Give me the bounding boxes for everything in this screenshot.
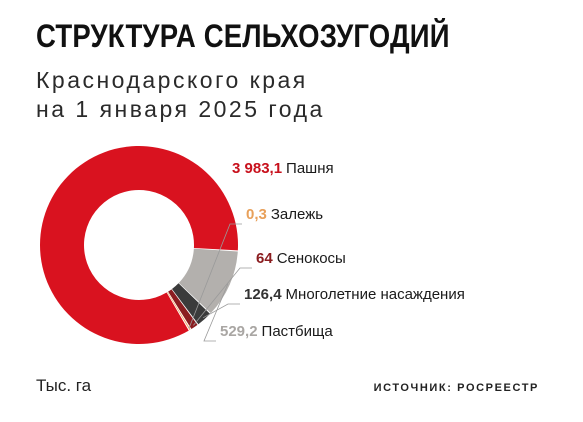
donut-slices <box>39 145 238 344</box>
leader-line-1 <box>209 175 228 178</box>
slice-name-1: Пашня <box>286 160 334 177</box>
leader-lines <box>188 175 252 342</box>
slice-value-2: 0,3 <box>246 206 267 223</box>
slice-label-4: 126,4 Многолетние насаждения <box>244 286 465 303</box>
slice-name-5: Пастбища <box>262 323 334 340</box>
slice-2 <box>167 291 191 331</box>
slice-5 <box>178 248 238 314</box>
unit-label: Тыс. га <box>36 376 92 395</box>
slice-label-1: 3 983,1 Пашня <box>232 160 334 177</box>
slice-value-4: 126,4 <box>244 286 282 303</box>
leader-line-5 <box>203 283 229 342</box>
slice-4 <box>171 283 211 325</box>
source-note: ИСТОЧНИК: РОСРЕЕСТР <box>373 382 539 394</box>
slice-name-4: Многолетние насаждения <box>286 286 465 303</box>
leader-line-3 <box>193 267 252 326</box>
slice-label-5: 529,2 Пастбища <box>220 323 333 340</box>
slice-value-3: 64 <box>256 250 273 267</box>
chart-subtitle: Краснодарского края на 1 января 2025 год… <box>36 66 325 124</box>
chart-title: СТРУКТУРА СЕЛЬХОЗУГОДИЙ <box>36 18 450 54</box>
slice-1 <box>39 145 238 344</box>
slice-name-2: Залежь <box>271 206 323 223</box>
slice-name-3: Сенокосы <box>277 250 346 267</box>
slice-label-3: 64 Сенокосы <box>256 250 346 267</box>
slice-3 <box>168 289 198 329</box>
subtitle-line-1: Краснодарского края <box>36 67 308 93</box>
slice-value-5: 529,2 <box>220 323 258 340</box>
leader-line-4 <box>202 303 240 319</box>
slice-labels: 3 983,1 Пашня 0,3 Залежь 64 Сенокосы 126,4 Мног… <box>220 160 465 340</box>
leader-line-2 <box>188 223 242 329</box>
subtitle-line-2: на 1 января 2025 года <box>36 96 325 122</box>
slice-value-1: 3 983,1 <box>232 160 282 177</box>
slice-label-2: 0,3 Залежь <box>246 206 323 223</box>
